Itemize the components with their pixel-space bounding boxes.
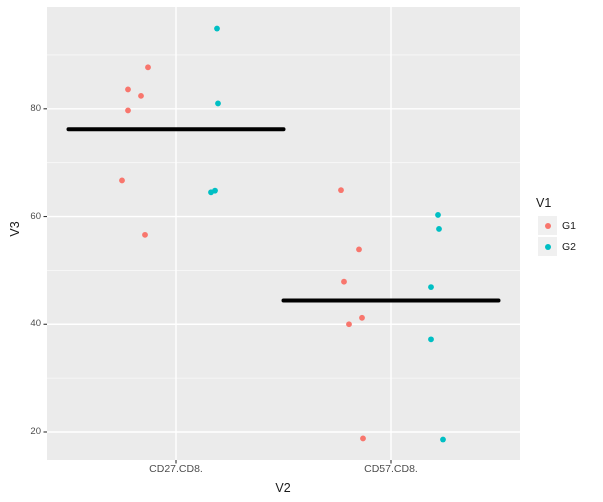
data-point-g1 — [125, 86, 131, 93]
data-point-g2 — [214, 25, 220, 32]
y-tick-label-60: 60 — [30, 210, 41, 222]
g2-point-icon — [544, 243, 551, 250]
data-point-g1 — [360, 435, 366, 442]
data-point-g1 — [346, 321, 352, 328]
y-tick-label-80: 80 — [30, 102, 41, 114]
legend: V1 G1 G2 — [536, 196, 576, 258]
data-point-g1 — [119, 177, 125, 184]
legend-item-g2: G2 — [538, 237, 576, 256]
data-point-g1 — [338, 187, 344, 194]
data-point-g2 — [435, 212, 441, 218]
data-point-g2 — [212, 187, 218, 194]
data-point-g1 — [138, 92, 144, 99]
x-tick-label-cd27: CD27.CD8. — [149, 463, 203, 475]
data-point-g1 — [356, 246, 362, 253]
data-point-g1 — [125, 107, 131, 114]
g1-point-icon — [544, 222, 551, 229]
data-point-g1 — [341, 278, 347, 285]
data-point-g2 — [436, 226, 442, 232]
legend-title: V1 — [536, 196, 552, 210]
legend-key-g2 — [538, 237, 557, 256]
legend-label-g1: G1 — [562, 219, 577, 232]
x-tick-label-cd57: CD57.CD8. — [364, 463, 418, 475]
data-point-g2 — [428, 284, 434, 290]
y-tick-label-20: 20 — [30, 425, 41, 437]
data-point-g2 — [440, 436, 446, 443]
data-point-g1 — [359, 314, 365, 321]
legend-label-g2: G2 — [562, 240, 577, 253]
data-point-g1 — [145, 64, 151, 71]
legend-item-g1: G1 — [538, 216, 576, 235]
x-axis-title: V2 — [275, 481, 291, 495]
y-axis-title: V3 — [8, 221, 22, 237]
y-tick-label-40: 40 — [30, 318, 41, 330]
data-point-g2 — [428, 336, 434, 343]
plot-panel — [47, 7, 520, 460]
data-point-g1 — [142, 231, 148, 238]
data-point-g2 — [215, 100, 221, 107]
legend-key-g1 — [538, 216, 557, 235]
